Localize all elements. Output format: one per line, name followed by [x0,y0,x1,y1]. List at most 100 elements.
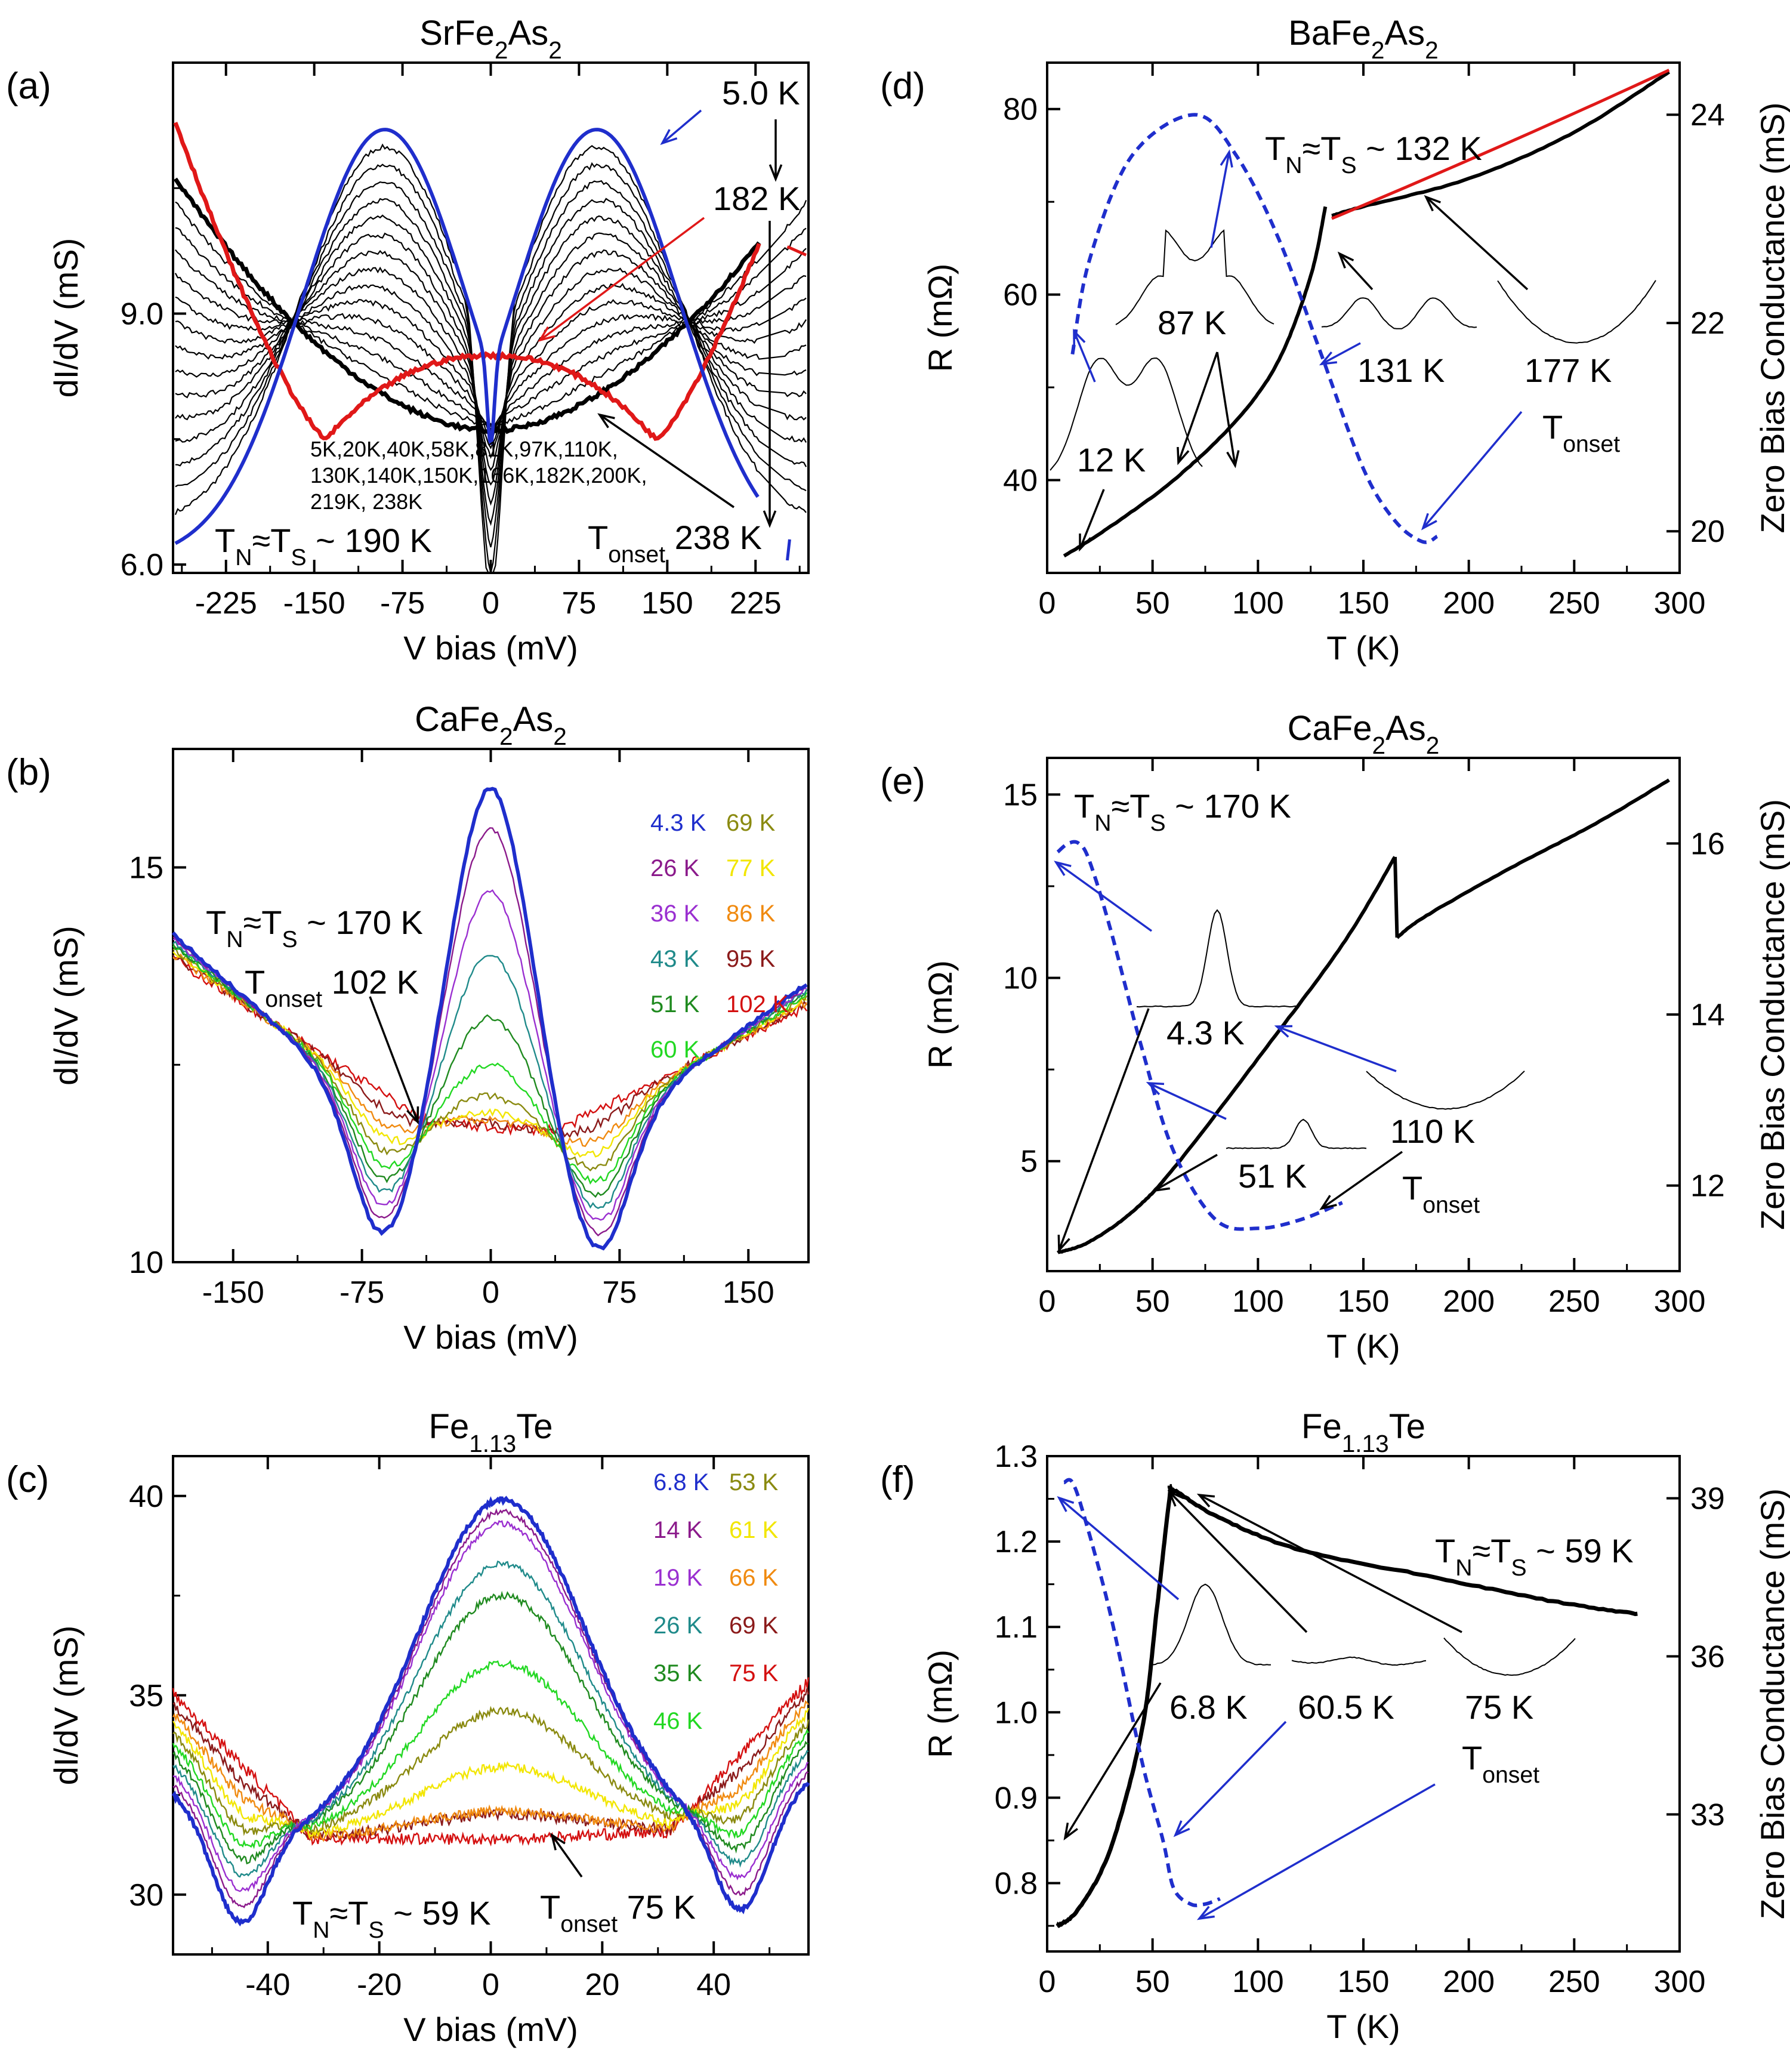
x-tick-label: -150 [283,586,345,621]
legend-entry: 36 K [650,901,700,927]
label-131K: 131 K [1357,352,1445,389]
label-tn: TN≈TS ~ 59 K [292,1894,491,1943]
plot-frame [1046,757,1681,1272]
label-tonset: Tonset 102 K [245,963,419,1012]
x-tick-label: 0 [482,586,499,621]
series-line-61K [172,1707,810,1839]
annotation-arrow [1073,328,1096,383]
y-tick-label: 0.9 [995,1781,1038,1815]
annotation-arrow [1210,149,1233,248]
annotation-arrow [660,109,702,146]
legend-entry: 69 K [729,1612,779,1639]
y-tick-label: 1.3 [995,1439,1038,1474]
y2-axis-label: Zero Bias Conductance (mS) [1754,799,1790,1230]
y2-tick-label: 16 [1690,827,1725,861]
x-tick-label: 200 [1443,586,1495,621]
inset-12K [1050,357,1203,471]
label-tonset: Tonset [1542,408,1620,457]
y-tick-label: 1.0 [995,1695,1038,1730]
legend-entry: 102 K [726,991,789,1018]
x-tick-label: -75 [380,586,425,621]
series-line-68K [171,1496,810,1927]
legend-entry: 46 K [653,1708,703,1734]
series-line-60K [172,945,808,1185]
panel-label: (c) [6,1459,49,1500]
x-tick-label: 225 [730,586,782,621]
annotation-arrow [1421,411,1523,531]
annotation-arrow [1196,1493,1462,1633]
x-tick-label: 100 [1232,1965,1284,1999]
annotation-arrow [1319,1151,1403,1210]
resistance-curve-low [1063,206,1328,558]
label-tonset: Tonset [1462,1739,1539,1788]
temperature-list-line: 5K,20K,40K,58K,81K,97K,110K, [310,437,618,461]
plot-frame [172,61,810,574]
annotation-arrow [1173,1720,1287,1837]
temperature-arrow-short [769,119,783,182]
series-line-102K [172,957,808,1136]
panel-label: (f) [880,1459,915,1500]
annotation-arrow [1196,1783,1436,1920]
y2-tick-label: 14 [1690,998,1725,1032]
panel-title: BaFe2As2 [1288,14,1438,64]
series-line-43K [171,787,808,1251]
resistance-curve-high [1396,778,1671,939]
x-tick-label: -75 [340,1275,384,1310]
label-tonset: Tonset 238 K [588,519,762,568]
legend-entry: 51 K [650,991,700,1018]
series-line-intermediate [175,248,807,430]
legend-entry: 26 K [653,1612,703,1639]
label-182K: 182 K [713,180,800,217]
annotation-arrow [1063,1682,1162,1841]
x-tick-label: 200 [1443,1284,1495,1319]
inset-60K [1291,1656,1427,1666]
series-line-69K [172,946,808,1172]
x-tick-label: 0 [1039,1965,1056,1999]
legend-entry: 95 K [726,946,776,972]
x-tick-label: 0 [482,1968,499,2002]
annotation-arrow [1152,1154,1218,1192]
label-177K: 177 K [1524,352,1612,389]
panel-title: SrFe2As2 [419,14,562,64]
y-axis-label: dI/dV (mS) [47,926,85,1086]
y-axis-label: dI/dV (mS) [47,1626,85,1786]
inset-131K [1321,297,1477,329]
inset-87K [1115,229,1274,325]
label-tn: TN≈TS ~ 190 K [215,522,432,571]
y2-tick-label: 22 [1690,306,1725,341]
series-line-19K [172,1520,809,1892]
y-axis-label: R (mΩ) [921,1649,959,1758]
legend-entry: 53 K [729,1469,779,1496]
legend-entry: 19 K [653,1565,703,1591]
inset-75K [1443,1637,1576,1676]
panel-label: (d) [880,66,925,107]
resistance-curve-low [1056,856,1397,1254]
resistance-curve [1056,1484,1638,1928]
x-axis-label: V bias (mV) [403,629,578,667]
x-tick-label: 150 [1338,1284,1390,1319]
y2-tick-label: 12 [1690,1169,1725,1204]
y-tick-label: 15 [129,850,163,885]
x-tick-label: 150 [641,586,693,621]
panel-label: (a) [6,66,51,107]
label-tn: TN≈TS ~ 170 K [1074,787,1291,836]
x-tick-label: 50 [1135,586,1170,621]
label-51K: 51 K [1238,1157,1307,1195]
annotation-arrow [1079,489,1105,552]
label-5K: 5.0 K [722,74,800,112]
y2-tick-label: 36 [1690,1640,1725,1675]
series-line-51K [172,943,808,1198]
annotation-arrow [1054,861,1153,932]
temperature-arrow-long [763,221,777,528]
label-6K: 6.8 K [1169,1688,1248,1726]
x-tick-label: -150 [202,1275,264,1310]
label-75K: 75 K [1465,1688,1533,1726]
series-line-43K [172,941,808,1209]
y-tick-label: 30 [129,1878,163,1913]
x-tick-label: 75 [602,1275,637,1310]
x-axis-label: V bias (mV) [403,2011,578,2048]
zero-bias-conductance-curve [1056,840,1343,1231]
label-tn: TN≈TS ~ 132 K [1265,130,1482,178]
linear-fit-line [1331,69,1670,220]
x-tick-label: 50 [1135,1965,1170,1999]
